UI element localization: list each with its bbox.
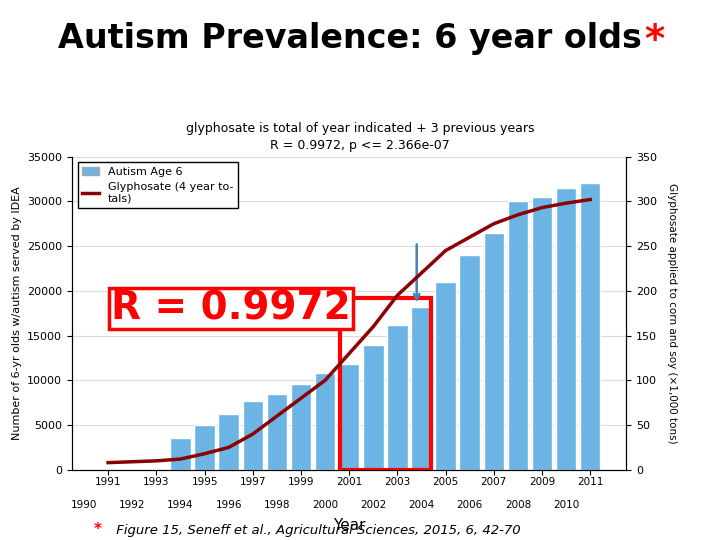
Bar — [436, 282, 456, 470]
Bar — [459, 255, 480, 470]
Bar — [387, 325, 408, 470]
X-axis label: Year: Year — [333, 518, 366, 533]
Bar — [411, 307, 432, 470]
Text: 2004: 2004 — [408, 501, 435, 510]
Bar — [170, 438, 191, 470]
Text: Autism Prevalence: 6 year olds: Autism Prevalence: 6 year olds — [58, 22, 642, 55]
Bar — [484, 233, 504, 470]
Y-axis label: Glyphosate applied to corn and soy (×1,000 tons): Glyphosate applied to corn and soy (×1,0… — [667, 183, 677, 443]
Text: R = 0.9972: R = 0.9972 — [111, 289, 351, 327]
Legend: Autism Age 6, Glyphosate (4 year to-
tals): Autism Age 6, Glyphosate (4 year to- tal… — [78, 162, 238, 208]
Bar — [266, 394, 287, 470]
Text: *: * — [94, 522, 102, 537]
Text: 2008: 2008 — [505, 501, 531, 510]
Bar — [291, 384, 311, 470]
Text: 2002: 2002 — [360, 501, 387, 510]
Bar — [340, 298, 431, 470]
Text: 1994: 1994 — [167, 501, 194, 510]
Text: 1996: 1996 — [215, 501, 242, 510]
Text: 1990: 1990 — [71, 501, 97, 510]
Bar — [363, 346, 384, 470]
Text: 1998: 1998 — [264, 501, 290, 510]
Text: *: * — [644, 22, 665, 59]
Text: 2010: 2010 — [553, 501, 580, 510]
Text: Figure 15, Seneff et al., Agricultural Sciences, 2015, 6, 42-70: Figure 15, Seneff et al., Agricultural S… — [112, 524, 521, 537]
Text: 2006: 2006 — [456, 501, 483, 510]
Text: glyphosate is total of year indicated + 3 previous years: glyphosate is total of year indicated + … — [186, 122, 534, 136]
Bar — [243, 401, 263, 470]
Bar — [508, 201, 528, 470]
Bar — [580, 184, 600, 470]
Bar — [556, 188, 577, 470]
Text: R = 0.9972, p <= 2.366e-07: R = 0.9972, p <= 2.366e-07 — [270, 138, 450, 152]
Bar — [315, 373, 336, 470]
Text: 2000: 2000 — [312, 501, 338, 510]
Bar — [339, 364, 359, 470]
Bar — [218, 414, 239, 470]
Y-axis label: Number of 6-yr olds w/autism served by IDEA: Number of 6-yr olds w/autism served by I… — [12, 186, 22, 440]
Text: 1992: 1992 — [119, 501, 145, 510]
Bar — [532, 197, 552, 470]
Bar — [194, 425, 215, 470]
